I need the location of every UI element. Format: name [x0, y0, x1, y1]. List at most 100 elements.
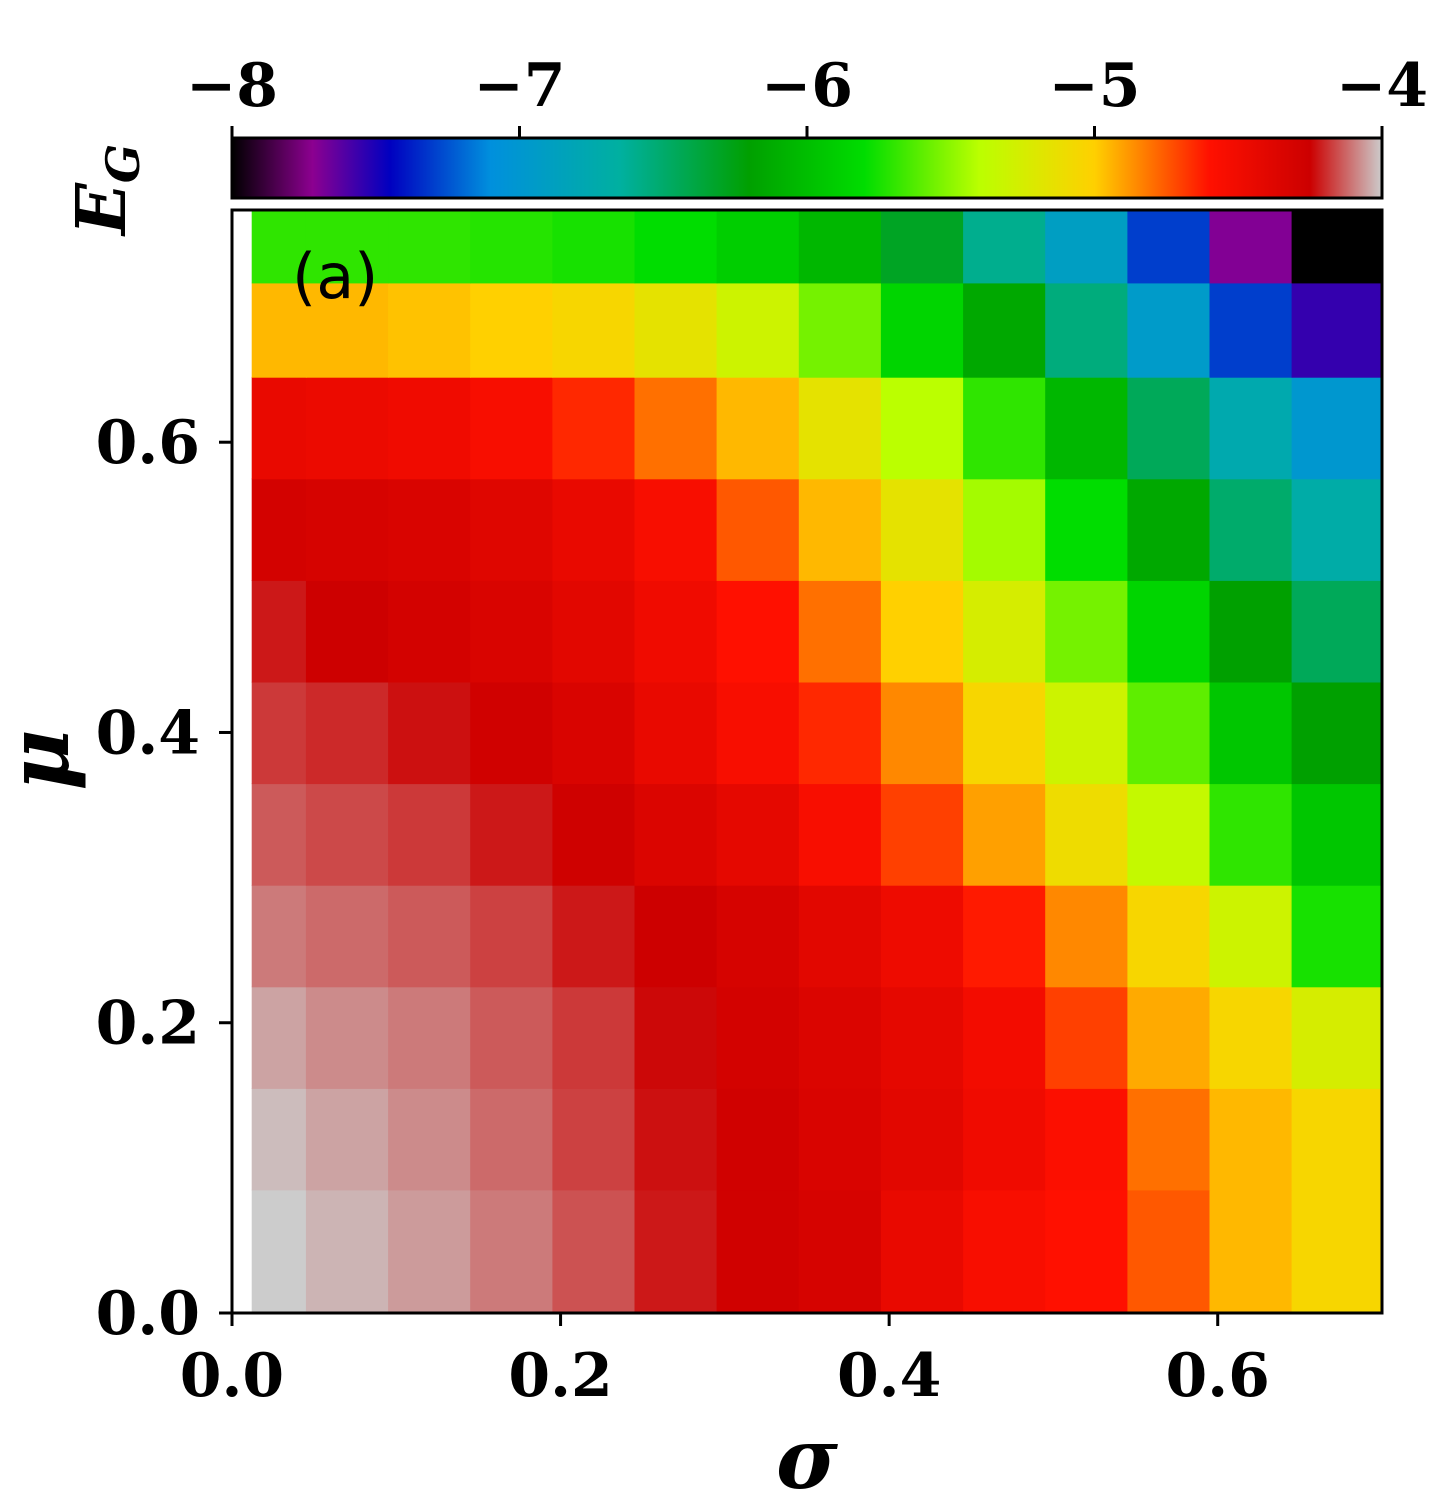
y-tick-label: 0.6: [96, 408, 200, 478]
y-axis-label: μ: [0, 729, 88, 790]
heatmap-cell: [1045, 282, 1129, 378]
heatmap-cell: [963, 282, 1046, 378]
heatmap-cell: [634, 884, 718, 988]
plot-area: (a): [230, 208, 1384, 1315]
heatmap-cell: [251, 884, 307, 988]
heatmap-cell: [305, 884, 389, 988]
heatmap-cell: [1127, 210, 1211, 284]
heatmap-cell: [251, 1189, 307, 1313]
heatmap-cell: [470, 1189, 554, 1313]
heatmap-cell: [388, 1189, 471, 1313]
heatmap-cell: [388, 986, 471, 1089]
heatmap-cell: [1291, 986, 1382, 1089]
heatmap-cell: [798, 580, 882, 683]
heatmap-cell: [251, 210, 307, 284]
heatmap-cell: [880, 210, 964, 284]
heatmap-cell: [716, 986, 800, 1089]
heatmap-cell: [305, 783, 389, 886]
heatmap-cell: [552, 681, 636, 785]
heatmap-cell: [716, 210, 800, 284]
heatmap-cell: [798, 986, 882, 1089]
colorbar-gradient: [230, 136, 1384, 200]
heatmap-cell: [470, 376, 554, 480]
heatmap-cell: [798, 210, 882, 284]
heatmap-cell: [798, 376, 882, 480]
heatmap-cell: [880, 1189, 964, 1313]
heatmap-cell: [798, 478, 882, 581]
heatmap-cell: [1127, 282, 1211, 378]
heatmap-cell: [634, 681, 718, 785]
heatmap-cell: [1045, 376, 1129, 480]
heatmap-cell: [552, 986, 636, 1089]
y-tick-label: 0.2: [96, 989, 200, 1059]
colorbar-tick-label: −7: [473, 51, 565, 121]
heatmap-cell: [1209, 884, 1293, 988]
heatmap-cell: [388, 478, 471, 581]
heatmap-cell: [798, 884, 882, 988]
heatmap-cell: [1127, 376, 1211, 480]
heatmap-cell: [388, 210, 471, 284]
colorbar-ticks: −8 −7 −6 −5 −4: [186, 51, 1428, 138]
heatmap-cell: [1209, 282, 1293, 378]
heatmap-cell: [1291, 681, 1382, 785]
heatmap-cell: [552, 1088, 636, 1191]
heatmap-cell: [470, 282, 554, 378]
heatmap-cell: [305, 1088, 389, 1191]
heatmap-cell: [880, 580, 964, 683]
heatmap-cell: [388, 1088, 471, 1191]
heatmap-cell: [1045, 884, 1129, 988]
heatmap-cell: [251, 986, 307, 1089]
heatmap-cell: [1209, 478, 1293, 581]
heatmap-cell: [1291, 783, 1382, 886]
heatmap-cell: [880, 478, 964, 581]
heatmap-cell: [716, 884, 800, 988]
heatmap-cell: [305, 210, 389, 284]
heatmap-cell: [716, 783, 800, 886]
heatmap-cell: [963, 1088, 1046, 1191]
heatmap-cell: [1291, 1189, 1382, 1313]
heatmap-cell: [1045, 1088, 1129, 1191]
heatmap-cell: [1045, 783, 1129, 886]
heatmap-cell: [1127, 681, 1211, 785]
colorbar-tick-label: −5: [1048, 51, 1140, 121]
heatmap-cell: [1127, 884, 1211, 988]
x-tick-label: 0.4: [837, 1341, 941, 1411]
heatmap-cell: [1045, 681, 1129, 785]
colorbar-tick-label: −8: [186, 51, 278, 121]
heatmap-cell: [251, 681, 307, 785]
heatmap-cell: [305, 681, 389, 785]
heatmap-cell: [1209, 1189, 1293, 1313]
heatmap-cell: [634, 1189, 718, 1313]
heatmap-cell: [880, 884, 964, 988]
heatmap-cell: [470, 580, 554, 683]
heatmap-cell: [552, 783, 636, 886]
heatmap-cell: [880, 282, 964, 378]
heatmap-cell: [798, 282, 882, 378]
heatmap-cell: [634, 282, 718, 378]
heatmap-cell: [470, 210, 554, 284]
heatmap-cell: [880, 783, 964, 886]
heatmap-cell: [963, 376, 1046, 480]
heatmap-cell: [552, 376, 636, 480]
heatmap-cell: [470, 478, 554, 581]
colorbar-tick-label: −6: [761, 51, 853, 121]
heatmap-cell: [963, 210, 1046, 284]
heatmap-cell: [716, 376, 800, 480]
heatmap-cell: [1127, 580, 1211, 683]
heatmap-cell: [305, 282, 389, 378]
heatmap-cell: [305, 1189, 389, 1313]
heatmap-cell: [388, 884, 471, 988]
heatmap-cell: [963, 580, 1046, 683]
heatmap-cell: [1291, 580, 1382, 683]
heatmap-cell: [963, 783, 1046, 886]
heatmap-cell: [305, 580, 389, 683]
heatmap-cell: [251, 1088, 307, 1191]
heatmap-cell: [716, 681, 800, 785]
x-tick-label: 0.6: [1166, 1341, 1270, 1411]
heatmap-cell: [963, 478, 1046, 581]
heatmap-cell: [470, 783, 554, 886]
x-tick-label: 0.0: [180, 1341, 284, 1411]
heatmap-cell: [251, 580, 307, 683]
heatmap-cell: [552, 1189, 636, 1313]
